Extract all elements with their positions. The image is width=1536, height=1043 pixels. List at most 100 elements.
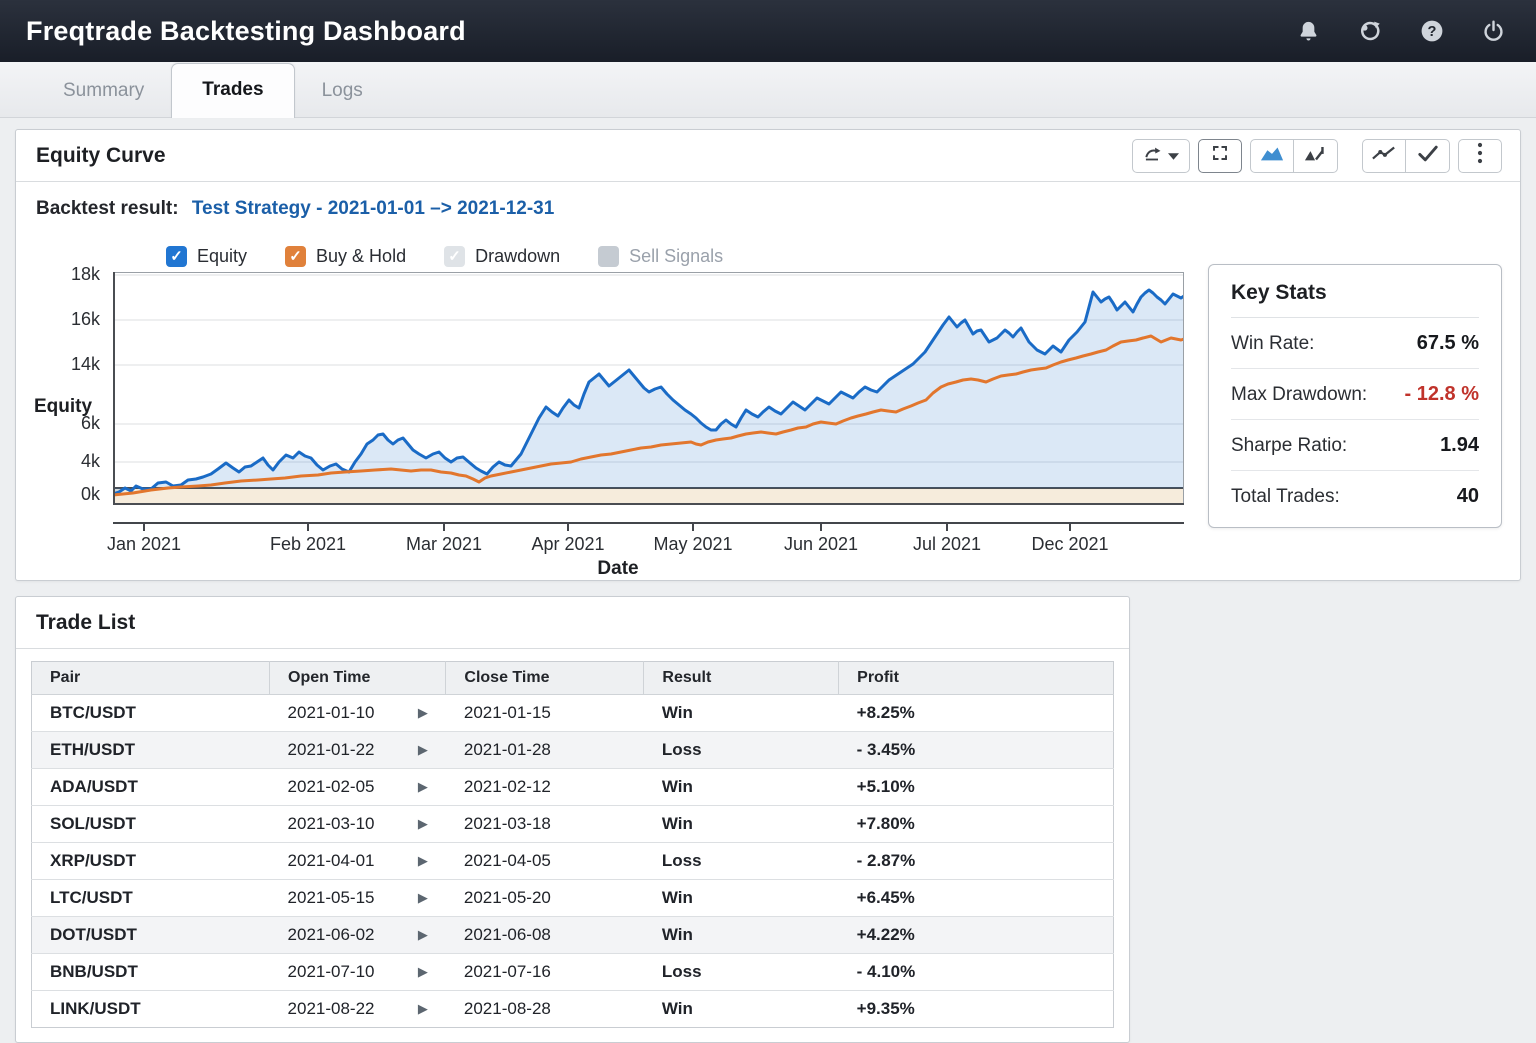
legend-checkbox[interactable]: ✓	[166, 246, 187, 267]
cell-close-time: 2021-06-08	[445, 916, 644, 954]
legend-checkbox[interactable]: ✓	[285, 246, 307, 267]
cell-result: Win	[661, 999, 693, 1018]
candlestick-chart-button[interactable]	[1294, 138, 1338, 173]
chart-legend: ✓ Equity ✓ Buy & Hold ✓ Drawdown Sell Signals	[166, 246, 723, 267]
export-menu-button[interactable]	[1132, 138, 1190, 173]
x-tick-mark	[443, 524, 445, 531]
tab-trades[interactable]: Trades	[171, 63, 295, 118]
expand-arrow-icon[interactable]: ▶	[417, 964, 428, 979]
cell-close-time: 2021-04-05	[445, 842, 644, 880]
refresh-history-icon[interactable]	[1357, 18, 1383, 44]
tab-summary[interactable]: Summary	[63, 80, 145, 101]
expand-arrow-icon[interactable]: ▶	[417, 890, 428, 905]
tab-logs[interactable]: Logs	[321, 80, 363, 101]
expand-arrow-icon[interactable]: ▶	[417, 742, 428, 757]
backtest-result-label: Backtest result:	[36, 198, 179, 219]
key-stat-row: Total Trades: 40	[1231, 471, 1479, 521]
notifications-bell-icon[interactable]	[1296, 19, 1321, 44]
expand-arrow-icon[interactable]: ▶	[417, 927, 428, 942]
legend-item-equity[interactable]: ✓ Equity	[166, 246, 247, 267]
x-tick-label: Jan 2021	[106, 534, 182, 554]
y-tick-label: 14k	[70, 354, 100, 374]
expand-icon	[1211, 144, 1229, 167]
x-tick-mark	[820, 524, 822, 531]
expand-arrow-icon[interactable]: ▶	[417, 816, 428, 831]
y-tick-label: 16k	[70, 309, 100, 329]
y-tick-label: 4k	[80, 451, 100, 471]
expand-arrow-icon[interactable]: ▶	[417, 1001, 428, 1016]
cell-profit: - 4.10%	[838, 953, 1114, 991]
x-tick-mark	[692, 524, 694, 531]
table-row[interactable]: BNB/USDT 2021-07-10 ▶ 2021-07-16 Loss - 4.10%	[31, 953, 1114, 991]
open-time-value: 2021-05-15	[287, 888, 375, 907]
cell-profit: +6.45%	[838, 879, 1114, 917]
key-stat-row: Win Rate: 67.5 %	[1231, 318, 1479, 369]
expand-arrow-icon[interactable]: ▶	[417, 853, 428, 868]
expand-arrow-icon[interactable]: ▶	[417, 779, 428, 794]
open-time-value: 2021-01-10	[287, 703, 375, 722]
legend-item-drawdown[interactable]: ✓ Drawdown	[444, 246, 560, 267]
table-row[interactable]: DOT/USDT 2021-06-02 ▶ 2021-06-08 Win +4.22%	[31, 916, 1114, 954]
y-axis-ticks: 18k 16k 14k 6k 4k 0k	[34, 264, 106, 505]
key-stat-row: Sharpe Ratio: 1.94	[1231, 420, 1479, 471]
x-tick-label: Mar 2021	[405, 534, 483, 554]
key-stat-value: - 12.8 %	[1404, 383, 1479, 405]
table-row[interactable]: XRP/USDT 2021-04-01 ▶ 2021-04-05 Loss - 2.87%	[31, 842, 1114, 880]
svg-text:?: ?	[1428, 24, 1437, 40]
legend-label: Equity	[197, 246, 248, 266]
legend-checkbox[interactable]: ✓	[444, 246, 466, 267]
legend-item-buy-hold[interactable]: ✓ Buy & Hold	[285, 246, 406, 267]
open-time-value: 2021-01-22	[287, 740, 375, 759]
expand-arrow-icon[interactable]: ▶	[417, 705, 428, 720]
table-row[interactable]: SOL/USDT 2021-03-10 ▶ 2021-03-18 Win +7.80%	[31, 805, 1114, 843]
cell-open-time: 2021-05-15 ▶	[269, 879, 446, 917]
tab-bar: Summary Trades Logs	[0, 62, 1536, 118]
legend-item-sell-signals[interactable]: Sell Signals	[598, 246, 723, 267]
area-chart-icon	[1260, 144, 1284, 167]
help-icon[interactable]: ?	[1419, 18, 1445, 44]
open-time-value: 2021-02-05	[287, 777, 375, 796]
y-tick-label: 0k	[80, 484, 100, 504]
cell-pair: BNB/USDT	[31, 953, 270, 991]
cell-result: Loss	[643, 953, 839, 991]
export-icon	[1143, 143, 1163, 168]
power-icon[interactable]	[1481, 19, 1506, 44]
more-options-button[interactable]	[1458, 138, 1502, 173]
trade-list-header: Trade List	[16, 597, 1129, 649]
cell-pair: LTC/USDT	[31, 879, 270, 917]
cell-profit: +4.22%	[838, 916, 1114, 954]
key-stats-title: Key Stats	[1231, 281, 1479, 318]
table-row[interactable]: LINK/USDT 2021-08-22 ▶ 2021-08-28 Win +9.35%	[32, 991, 1114, 1028]
table-row[interactable]: BTC/USDT 2021-01-10 ▶ 2021-01-15 Win +8.25%	[31, 694, 1114, 732]
trade-list-title: Trade List	[36, 610, 136, 634]
cell-open-time: 2021-01-22 ▶	[269, 731, 446, 769]
column-header-profit: Profit	[838, 661, 1114, 695]
confirm-button[interactable]	[1406, 138, 1450, 173]
area-chart-button[interactable]	[1250, 138, 1294, 173]
header-nav-icons: ?	[1296, 18, 1506, 44]
table-row[interactable]: ADA/USDT 2021-02-05 ▶ 2021-02-12 Win +5.10%	[31, 768, 1114, 806]
x-axis-label: Date	[597, 558, 639, 579]
key-stat-label: Total Trades:	[1231, 485, 1340, 507]
cell-profit: - 3.45%	[838, 731, 1114, 769]
x-tick-label: Dec 2021	[1031, 534, 1109, 554]
x-tick-label: Feb 2021	[269, 534, 347, 554]
legend-checkbox[interactable]	[598, 246, 620, 267]
line-chart-icon	[1372, 144, 1396, 167]
backtest-result-value[interactable]: Test Strategy - 2021-01-01 –> 2021-12-31	[191, 198, 555, 219]
cell-result: Loss	[643, 842, 839, 880]
key-stat-label: Win Rate:	[1231, 332, 1315, 354]
cell-profit: +5.10%	[838, 768, 1114, 806]
kebab-menu-icon	[1477, 142, 1483, 169]
fullscreen-button[interactable]	[1198, 138, 1242, 173]
key-stats-panel: Key Stats Win Rate: 67.5 % Max Drawdown: - …	[1208, 264, 1502, 528]
table-row[interactable]: ETH/USDT 2021-01-22 ▶ 2021-01-28 Loss - 3.45%	[31, 731, 1114, 769]
series-line-equity	[113, 288, 1184, 496]
cell-pair: BTC/USDT	[31, 694, 270, 732]
table-row[interactable]: LTC/USDT 2021-05-15 ▶ 2021-05-20 Win +6.45%	[31, 879, 1114, 917]
line-markers-button[interactable]	[1362, 138, 1406, 173]
cell-pair: ETH/USDT	[31, 731, 270, 769]
equity-chart-plot[interactable]	[113, 272, 1184, 505]
open-time-value: 2021-03-10	[287, 814, 375, 833]
trade-table: Pair Open Time Close Time Result Profit BTC/…	[31, 661, 1114, 1028]
